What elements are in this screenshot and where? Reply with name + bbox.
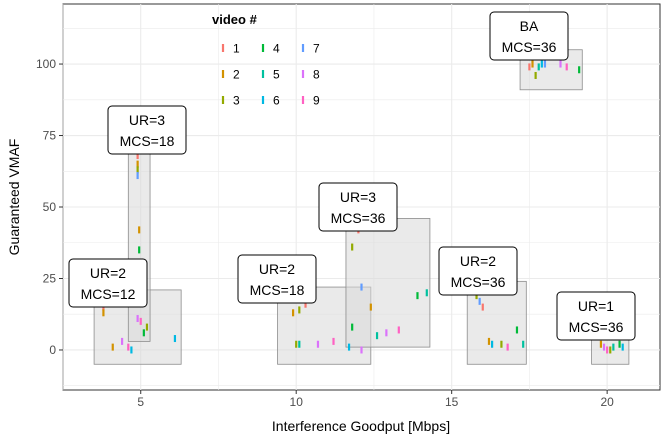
legend-label-video-6: 6 (273, 94, 280, 108)
x-axis-ticks: 5 10 15 20 (137, 390, 614, 409)
legend-title: video # (212, 12, 258, 27)
annotation-box (68, 258, 148, 308)
legend-label-video-9: 9 (313, 94, 320, 108)
annotation-text: MCS=36 (331, 210, 386, 226)
group-box (127, 146, 151, 342)
y-tick-label: 75 (43, 129, 57, 143)
y-axis-title: Guaranteed VMAF (6, 139, 22, 256)
annotation-text: MCS=18 (120, 133, 175, 149)
annotation-text: MCS=36 (569, 319, 624, 335)
y-tick-label: 0 (49, 343, 56, 357)
annotation-box (489, 11, 569, 61)
annotation-text: UR=3 (129, 112, 165, 128)
annotation-box (556, 291, 636, 341)
x-tick-label: 5 (137, 395, 144, 409)
legend-entries: 1 2 3 4 5 6 7 8 9 (221, 42, 320, 108)
annotation-text: UR=2 (90, 265, 126, 281)
annotation-text: MCS=36 (451, 274, 506, 290)
annotation-text: MCS=12 (81, 286, 136, 302)
y-tick-label: 50 (43, 200, 57, 214)
group-annotations: UR=2 MCS=12 UR=3 MCS=18 UR=2 MCS=18 UR=3 MCS=36… (68, 11, 636, 341)
annotation-text: MCS=36 (502, 39, 557, 55)
legend-label-video-3: 3 (233, 94, 240, 108)
group-box (345, 218, 431, 348)
annotation-box (438, 246, 518, 296)
x-tick-label: 15 (445, 395, 459, 409)
y-axis-ticks: 0 25 50 75 100 (36, 57, 63, 357)
legend-label-video-2: 2 (233, 68, 240, 82)
legend-label-video-1: 1 (233, 42, 240, 56)
legend: video # 1 2 3 4 5 6 7 8 9 (212, 12, 320, 108)
legend-label-video-7: 7 (313, 42, 320, 56)
x-tick-label: 10 (290, 395, 304, 409)
annotation-text: UR=2 (460, 253, 496, 269)
annotation-box (107, 105, 187, 155)
y-tick-label: 25 (43, 271, 57, 285)
x-axis-title: Interference Goodput [Mbps] (272, 418, 450, 434)
annotation-box (318, 182, 398, 232)
annotation-text: BA (520, 18, 539, 34)
legend-label-video-4: 4 (273, 42, 280, 56)
x-tick-label: 20 (600, 395, 614, 409)
legend-label-video-8: 8 (313, 68, 320, 82)
annotation-box (237, 254, 317, 304)
y-tick-label: 100 (36, 57, 56, 71)
legend-label-video-5: 5 (273, 68, 280, 82)
annotation-text: UR=2 (259, 261, 295, 277)
annotation-text: UR=3 (340, 189, 376, 205)
annotation-text: MCS=18 (250, 282, 305, 298)
annotation-text: UR=1 (578, 298, 614, 314)
